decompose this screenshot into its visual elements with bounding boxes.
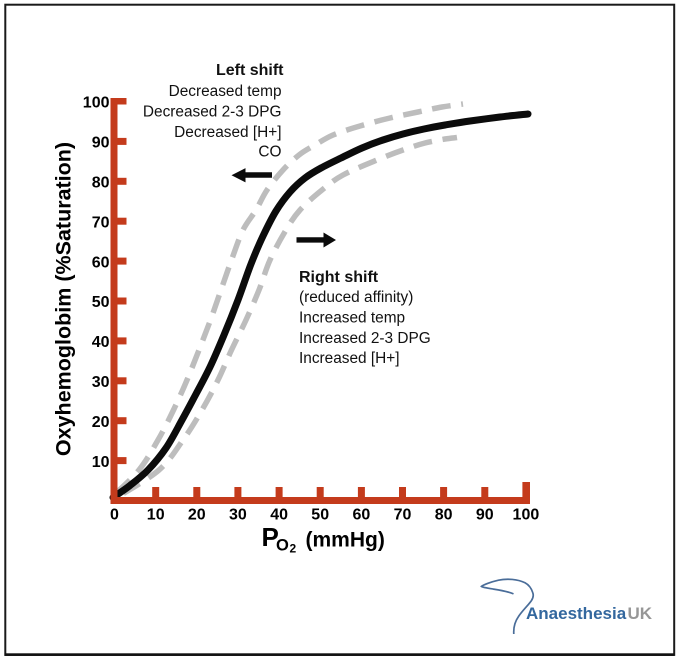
svg-text:70: 70: [92, 214, 110, 231]
svg-text:80: 80: [92, 175, 110, 192]
svg-text:UK: UK: [628, 604, 653, 623]
svg-text:10: 10: [147, 507, 165, 524]
svg-text:10: 10: [92, 454, 110, 471]
svg-text:Increased temp: Increased temp: [299, 310, 405, 327]
svg-text:(mmHg): (mmHg): [306, 529, 385, 552]
svg-text:Right shift: Right shift: [299, 269, 379, 286]
svg-text:0: 0: [110, 507, 119, 524]
svg-text:40: 40: [270, 507, 288, 524]
svg-text:20: 20: [188, 507, 206, 524]
svg-text:90: 90: [92, 135, 110, 152]
svg-text:O: O: [276, 537, 289, 555]
svg-text:Anaesthesia: Anaesthesia: [526, 604, 627, 623]
svg-text:CO: CO: [258, 144, 281, 161]
svg-text:90: 90: [476, 507, 494, 524]
svg-text:Left shift: Left shift: [216, 62, 284, 79]
svg-text:70: 70: [394, 507, 412, 524]
svg-text:50: 50: [311, 507, 329, 524]
svg-text:Increased [H+]: Increased [H+]: [299, 350, 400, 367]
svg-text:20: 20: [92, 414, 110, 431]
svg-text:2: 2: [290, 542, 297, 556]
svg-text:50: 50: [92, 294, 110, 311]
svg-text:60: 60: [353, 507, 371, 524]
svg-text:P: P: [262, 522, 279, 552]
svg-text:60: 60: [92, 254, 110, 271]
svg-text:Decreased 2-3 DPG: Decreased 2-3 DPG: [143, 104, 282, 121]
svg-text:Oxyhemoglobim (%Saturation): Oxyhemoglobim (%Saturation): [52, 142, 76, 456]
svg-text:Decreased [H+]: Decreased [H+]: [174, 124, 281, 141]
svg-text:Decreased temp: Decreased temp: [169, 83, 282, 100]
svg-text:100: 100: [513, 507, 540, 524]
svg-text:30: 30: [229, 507, 247, 524]
svg-text:40: 40: [92, 334, 110, 351]
svg-text:Increased 2-3 DPG: Increased 2-3 DPG: [299, 330, 431, 347]
svg-text:(reduced affinity): (reduced affinity): [299, 289, 413, 306]
svg-text:30: 30: [92, 374, 110, 391]
svg-text:100: 100: [83, 95, 110, 112]
svg-text:80: 80: [435, 507, 453, 524]
